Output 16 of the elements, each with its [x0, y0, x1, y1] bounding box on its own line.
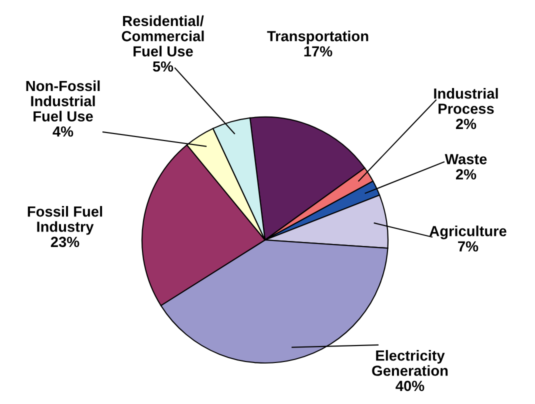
- data-label: 7%: [458, 241, 478, 252]
- data-label: 5%: [152, 61, 174, 72]
- data-label: 40%: [396, 380, 424, 392]
- slice-label: Agriculture: [429, 226, 506, 240]
- data-label: 17%: [304, 46, 332, 56]
- slice-label: Fossil Fuel Industry: [28, 206, 102, 235]
- slice-label: Residential/ Commercial Fuel Use: [122, 15, 204, 57]
- slice-label: Waste: [444, 154, 487, 164]
- slice-label: Transportation: [267, 30, 368, 44]
- data-label: 2%: [456, 118, 476, 130]
- data-label: 4%: [52, 126, 74, 137]
- data-label: 2%: [456, 169, 476, 180]
- slice-label: Industrial Process: [434, 88, 498, 114]
- slice-label: Electricity Generation: [372, 350, 448, 376]
- data-label: 23%: [50, 236, 80, 248]
- slice-label: Non-Fossil Industrial Fuel Use: [26, 80, 100, 122]
